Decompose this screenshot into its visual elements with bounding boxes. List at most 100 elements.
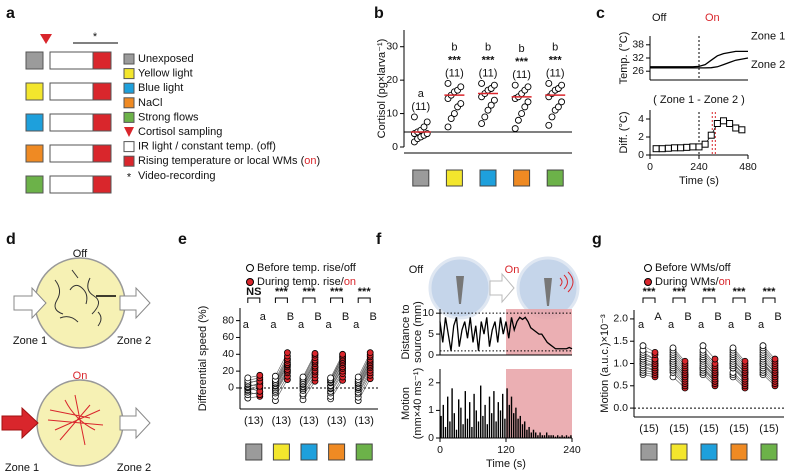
data-point bbox=[545, 80, 553, 87]
y-tick-label: 2 bbox=[638, 131, 644, 143]
series-line bbox=[650, 50, 748, 68]
category-swatch bbox=[700, 443, 718, 461]
significance: *** bbox=[275, 286, 289, 298]
y-tick-label: 0 bbox=[428, 349, 434, 361]
n-label: (13) bbox=[327, 415, 347, 427]
zone-label: Zone 1 bbox=[5, 462, 39, 474]
series-line bbox=[650, 57, 749, 69]
group-letter: a bbox=[638, 319, 645, 331]
data-point bbox=[741, 357, 749, 365]
y-tick-label: 0.0 bbox=[613, 402, 628, 414]
water-movement bbox=[559, 271, 574, 293]
y-tick-label: 38 bbox=[632, 39, 644, 51]
significance-bracket bbox=[302, 297, 316, 303]
group-letter: a bbox=[418, 88, 425, 100]
category-swatch bbox=[513, 169, 531, 187]
group-letter: B bbox=[684, 311, 691, 323]
y-tick-label: 10 bbox=[422, 307, 434, 319]
legend-text-accent: on bbox=[344, 276, 356, 288]
y-tick-label: 1 bbox=[428, 404, 434, 416]
on-period bbox=[92, 51, 112, 70]
data-point bbox=[701, 140, 709, 148]
x-tick-label: 0 bbox=[437, 444, 443, 456]
category-swatch bbox=[670, 443, 688, 461]
group-letter: B bbox=[774, 311, 781, 323]
legend-text-part: During temp. rise/ bbox=[257, 276, 345, 288]
n-label: (13) bbox=[272, 415, 292, 427]
data-point bbox=[681, 357, 689, 365]
legend-swatch bbox=[123, 111, 135, 123]
legend-text-accent: on bbox=[719, 276, 731, 288]
significance: *** bbox=[448, 54, 462, 66]
y-tick-label: 1.5 bbox=[613, 335, 628, 347]
legend-text: Video-recording bbox=[138, 170, 215, 182]
data-point bbox=[518, 110, 526, 118]
legend-text-part: IR light / constant temp. (off) bbox=[138, 141, 276, 153]
group-letter: B bbox=[370, 311, 377, 323]
y-tick-label: 5 bbox=[428, 328, 434, 340]
data-point bbox=[554, 103, 562, 111]
data-point bbox=[524, 98, 532, 106]
data-point bbox=[339, 350, 347, 358]
off-period bbox=[49, 51, 94, 70]
legend-text: During temp. rise/on bbox=[257, 276, 356, 288]
data-point bbox=[558, 81, 566, 89]
significance-bracket bbox=[247, 297, 261, 303]
off-label: Off bbox=[409, 264, 424, 276]
on-period bbox=[92, 82, 112, 101]
data-point bbox=[423, 118, 431, 126]
outflow-arrow bbox=[119, 406, 151, 440]
legend-swatch bbox=[123, 53, 135, 65]
legend-text-part: Video-recording bbox=[138, 170, 215, 182]
group-swatch bbox=[25, 113, 44, 132]
significance: NS bbox=[246, 286, 261, 298]
legend-swatch: * bbox=[127, 172, 132, 184]
data-point bbox=[366, 349, 374, 357]
panel-label: d bbox=[6, 231, 16, 248]
arena-on: On Zone 1 Zone 2 bbox=[1, 370, 151, 474]
y-axis-label: Motion bbox=[400, 387, 412, 420]
significance-bracket bbox=[762, 297, 776, 303]
n-label: (15) bbox=[729, 423, 749, 435]
y-tick-label: 2.0 bbox=[613, 313, 628, 325]
significance: *** bbox=[482, 54, 496, 66]
legend-text-part: Unexposed bbox=[138, 53, 194, 65]
legend-swatch bbox=[123, 155, 135, 167]
data-point bbox=[478, 120, 486, 128]
category-swatch bbox=[546, 169, 564, 187]
n-label: (15) bbox=[699, 423, 719, 435]
data-point bbox=[354, 373, 362, 381]
zone-label: Zone 2 bbox=[117, 462, 151, 474]
data-point bbox=[548, 113, 556, 121]
outflow-arrow bbox=[119, 286, 151, 320]
y-axis-label: Cortisol (pg×larva⁻¹) bbox=[376, 39, 388, 139]
y-tick-label: 20 bbox=[386, 74, 398, 86]
data-point bbox=[720, 117, 727, 125]
trajectory bbox=[54, 269, 102, 327]
category-swatch bbox=[640, 443, 658, 461]
data-point bbox=[490, 81, 498, 89]
series-label: Zone 1 bbox=[751, 30, 785, 42]
x-axis-label: Time (s) bbox=[486, 458, 526, 470]
legend-text: Before temp. rise/off bbox=[257, 262, 357, 274]
group-letter: a bbox=[353, 319, 360, 331]
group-swatch bbox=[25, 82, 44, 101]
data-point bbox=[490, 96, 498, 104]
zone-label: Zone 2 bbox=[117, 335, 151, 347]
legend-text: IR light / constant temp. (off) bbox=[138, 141, 276, 153]
data-point bbox=[447, 115, 455, 123]
on-period-shade bbox=[506, 369, 572, 438]
y-axis-label: (mm×40 ms⁻¹) bbox=[412, 368, 424, 440]
y-tick-label: 10 bbox=[386, 107, 398, 119]
category-swatch bbox=[300, 443, 318, 461]
panel-label: a bbox=[6, 5, 15, 22]
data-point bbox=[487, 101, 495, 109]
significance-bracket bbox=[702, 297, 716, 303]
legend-text-part: Before WMs/off bbox=[655, 262, 732, 274]
data-point bbox=[327, 374, 335, 382]
legend-text-accent: on bbox=[304, 155, 316, 167]
data-point bbox=[524, 83, 532, 91]
x-tick-label: 240 bbox=[690, 161, 708, 173]
data-point bbox=[283, 349, 291, 357]
significance: *** bbox=[549, 54, 563, 66]
